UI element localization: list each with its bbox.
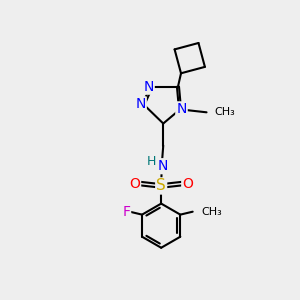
Text: N: N <box>158 159 168 173</box>
Text: CH₃: CH₃ <box>201 207 222 217</box>
Text: H: H <box>147 155 156 168</box>
Text: N: N <box>143 80 154 94</box>
Text: O: O <box>182 177 193 190</box>
Text: O: O <box>129 177 140 190</box>
Text: S: S <box>156 178 166 194</box>
Text: F: F <box>122 205 130 219</box>
Text: N: N <box>135 98 146 111</box>
Text: CH₃: CH₃ <box>215 107 236 117</box>
Text: N: N <box>176 102 187 116</box>
